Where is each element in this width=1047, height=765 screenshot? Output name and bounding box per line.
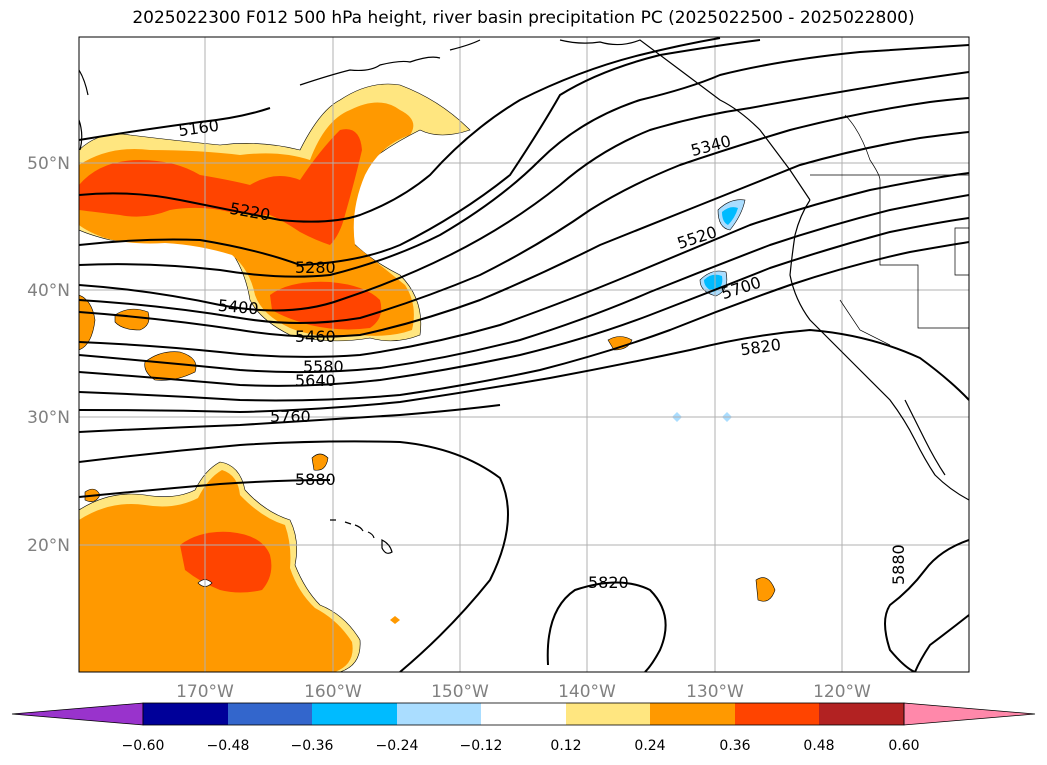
contour-5400 xyxy=(79,71,969,312)
lon-label-140w: 140°W xyxy=(558,682,616,702)
map-plot-area xyxy=(79,37,969,672)
precip-region-north-high xyxy=(79,129,362,245)
contour-label-5340: 5340 xyxy=(689,131,733,160)
contour-5880-upper xyxy=(79,404,501,433)
contour-5700 xyxy=(79,217,969,387)
contour-5820-north xyxy=(79,328,969,414)
precip-region-south-high xyxy=(180,531,272,593)
colorbar-tick-2: −0.48 xyxy=(207,738,250,754)
contour-5460 xyxy=(79,97,969,324)
colorbar-bin-4 xyxy=(397,703,481,725)
precip-region-small-6 xyxy=(755,577,776,602)
precip-region-negative-1-core xyxy=(722,207,738,225)
contour-5520 xyxy=(79,131,969,338)
contour-5160 xyxy=(79,107,271,141)
contour-5820-closed xyxy=(546,581,667,672)
colorbar-bin-5 xyxy=(481,703,566,725)
contour-5880-lower xyxy=(79,440,509,672)
colorbar-tick-6: 0.12 xyxy=(550,738,581,754)
precip-region-small-2 xyxy=(144,351,197,381)
colorbar-tick-4: −0.24 xyxy=(376,738,419,754)
graticule xyxy=(79,37,969,672)
colorbar-tick-5: −0.12 xyxy=(460,738,503,754)
contour-label-5820-south: 5820 xyxy=(588,573,629,592)
coastline-alaska xyxy=(299,39,811,201)
colorbar: −0.60 −0.48 −0.36 −0.24 −0.12 0.12 0.24 … xyxy=(11,702,1036,754)
contour-5640 xyxy=(79,194,969,374)
lon-label-130w: 130°W xyxy=(686,682,744,702)
colorbar-bin-2 xyxy=(228,703,312,725)
colorbar-tick-9: 0.48 xyxy=(803,738,834,754)
colorbar-bin-3 xyxy=(312,703,397,725)
colorbar-bin-8 xyxy=(735,703,819,725)
contour-label-5460: 5460 xyxy=(295,327,336,346)
lon-label-150w: 150°W xyxy=(431,682,489,702)
lat-label-50n: 50°N xyxy=(27,154,70,174)
contour-5280 xyxy=(79,39,761,267)
contour-label-5760: 5760 xyxy=(270,407,311,426)
lon-label-170w: 170°W xyxy=(176,682,234,702)
contour-5580 xyxy=(79,172,969,358)
coastline-west-coast xyxy=(789,199,969,501)
colorbar-bin-6 xyxy=(566,703,650,725)
lat-label-30n: 30°N xyxy=(27,408,70,428)
coastline-baja xyxy=(904,399,946,476)
contour-label-5640: 5640 xyxy=(295,371,336,390)
lat-label-20n: 20°N xyxy=(27,536,70,556)
contour-5880-east xyxy=(884,539,969,672)
lat-label-40n: 40°N xyxy=(27,281,70,301)
colorbar-extend-right xyxy=(903,702,1036,726)
latitude-labels: 50°N 40°N 30°N 20°N xyxy=(27,154,70,556)
political-borders xyxy=(810,114,969,346)
precip-shading xyxy=(79,83,776,672)
contour-east-right xyxy=(914,614,969,672)
contour-label-5880-mid: 5880 xyxy=(295,470,336,489)
contour-label-5520: 5520 xyxy=(675,222,720,253)
hawaii-islands xyxy=(330,519,393,554)
colorbar-tick-10: 0.60 xyxy=(888,738,919,754)
colorbar-bin-7 xyxy=(650,703,735,725)
precip-region-small-4 xyxy=(311,453,329,471)
colorbar-tick-1: −0.60 xyxy=(122,738,165,754)
coastline-northwest-edge xyxy=(79,69,89,151)
colorbar-tick-7: 0.24 xyxy=(634,738,665,754)
map-frame xyxy=(78,36,970,673)
colorbar-bin-9 xyxy=(819,703,904,725)
colorbar-extend-left xyxy=(11,702,144,726)
contour-label-5400: 5400 xyxy=(217,296,259,318)
contour-label-5880-east: 5880 xyxy=(889,544,908,585)
precip-region-central-high xyxy=(270,281,382,330)
contour-5220 xyxy=(79,37,721,223)
height-contours xyxy=(79,37,969,672)
precip-region-small-3 xyxy=(607,336,633,351)
contour-label-5580: 5580 xyxy=(303,357,344,376)
map-title: 2025022300 F012 500 hPa height, river ba… xyxy=(132,8,915,28)
colorbar-tick-8: 0.36 xyxy=(719,738,750,754)
lon-label-120w: 120°W xyxy=(813,682,871,702)
lon-label-160w: 160°W xyxy=(304,682,362,702)
contour-5880-mid xyxy=(79,479,331,498)
colorbar-frame xyxy=(142,702,905,726)
coastlines xyxy=(79,39,969,554)
colorbar-bin-1 xyxy=(143,703,228,725)
precip-region-tiny-1 xyxy=(390,616,400,624)
colorbar-tick-3: −0.36 xyxy=(291,738,334,754)
contour-5340 xyxy=(79,44,969,278)
contour-label-5280: 5280 xyxy=(295,258,336,277)
contour-5760 xyxy=(79,241,969,402)
precip-region-small-1 xyxy=(114,308,150,331)
longitude-labels: 170°W 160°W 150°W 140°W 130°W 120°W xyxy=(176,682,871,702)
contour-label-group: 5160 5220 5280 5340 5400 5460 5520 5580 … xyxy=(177,116,908,592)
